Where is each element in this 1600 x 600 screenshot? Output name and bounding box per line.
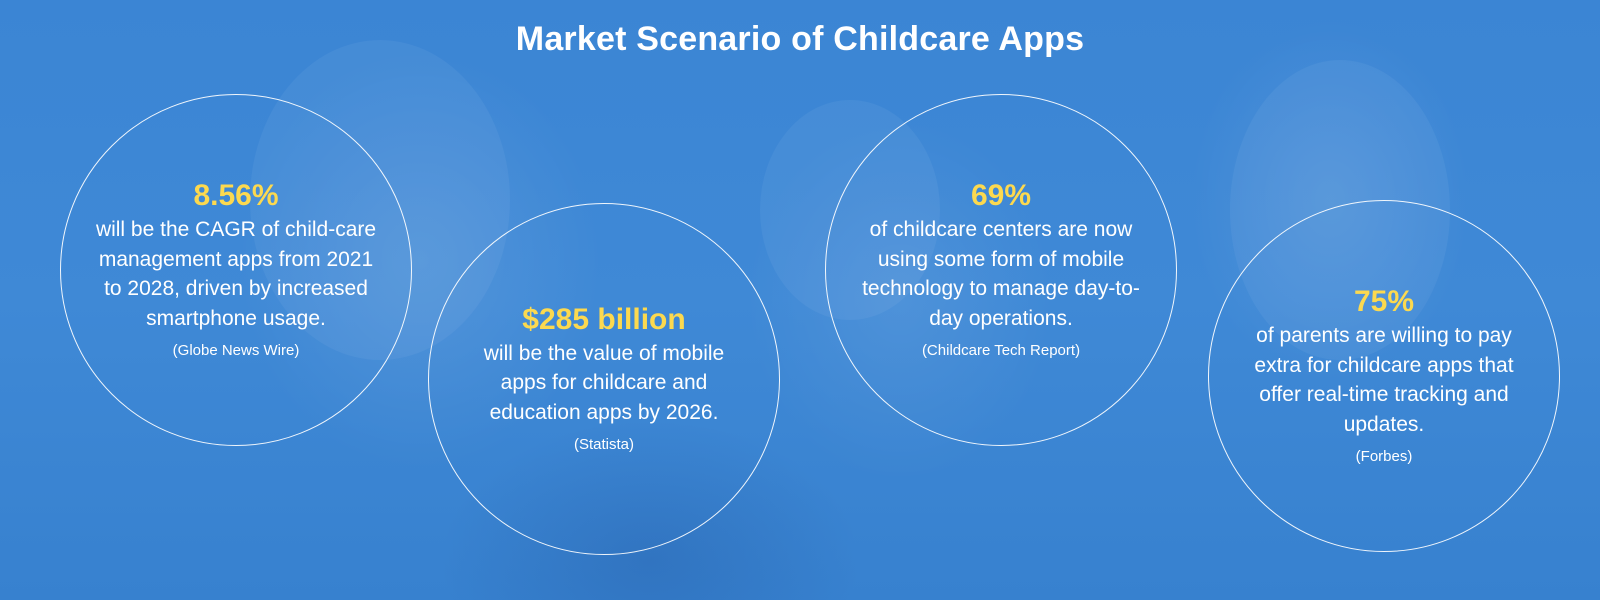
stat-circle-centers: 69% of childcare centers are now using s… <box>825 94 1177 446</box>
stat-circle-market-value: $285 billion will be the value of mobile… <box>428 203 780 555</box>
stat-source: (Childcare Tech Report) <box>921 342 1081 359</box>
stat-circle-parents: 75% of parents are willing to pay extra … <box>1208 200 1560 552</box>
stat-circle-cagr: 8.56% will be the CAGR of child-care man… <box>60 94 412 446</box>
page-title: Market Scenario of Childcare Apps <box>515 20 1085 58</box>
stat-description: of childcare centers are now using some … <box>862 218 1140 330</box>
stat-description: will be the CAGR of child-care managemen… <box>95 218 377 330</box>
stat-value: 75% <box>1353 285 1415 318</box>
stat-value: $285 billion <box>522 302 686 336</box>
stat-description: of parents are willing to pay extra for … <box>1254 324 1514 436</box>
stat-source: (Globe News Wire) <box>172 342 300 359</box>
stat-value: 8.56% <box>193 179 279 212</box>
stat-description: will be the value of mobile apps for chi… <box>483 341 725 424</box>
stat-value: 69% <box>970 179 1032 212</box>
stat-source: (Forbes) <box>1355 448 1413 465</box>
stat-source: (Statista) <box>573 436 634 454</box>
